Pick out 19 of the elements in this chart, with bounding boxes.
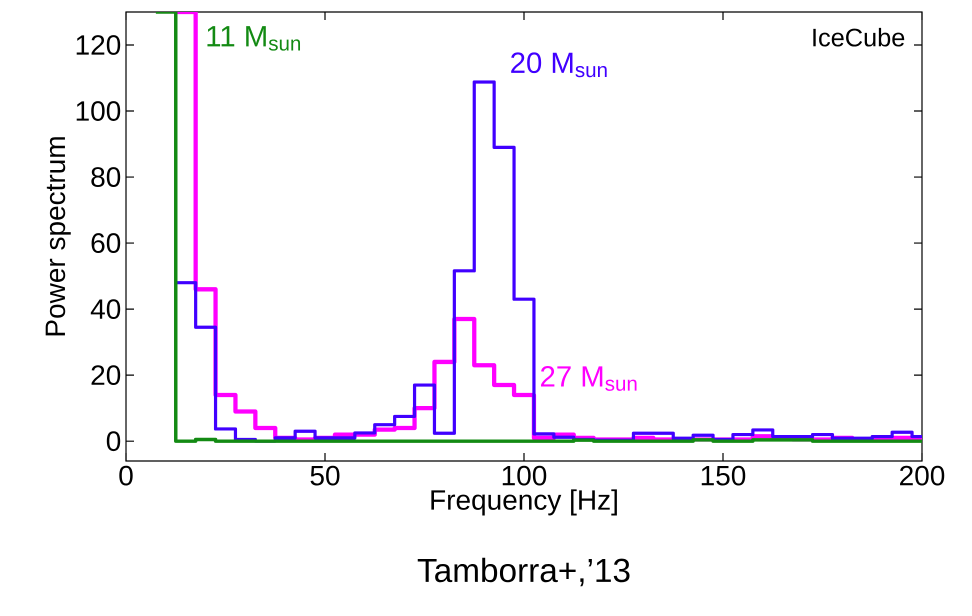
x-tick-label: 0 — [119, 466, 133, 486]
x-axis-title: Frequency [Hz] — [431, 489, 617, 516]
y-tick-label: 0 — [106, 431, 120, 452]
y-tick-label: 60 — [92, 233, 120, 253]
x-tick-label: 150 — [702, 466, 746, 486]
annotation: IceCube — [813, 28, 904, 47]
series-label: 27 M$_{sun}$ — [541, 366, 637, 391]
y-tick-label: 80 — [91, 167, 120, 187]
y-axis-title: Power spectrum — [46, 137, 71, 336]
series-label: 11 M$_{sun}$ — [207, 26, 300, 51]
y-tick-label: 20 — [92, 365, 120, 386]
x-tick-label: 100 — [502, 466, 546, 486]
y-tick-label: 120 — [76, 35, 120, 55]
series-label: 20 M$_{sun}$ — [511, 52, 607, 78]
y-tick-label: 40 — [90, 299, 120, 320]
text: Tamborra+,’13 — [418, 558, 630, 586]
x-tick-label: 50 — [310, 466, 340, 486]
x-tick-label: 200 — [900, 466, 944, 486]
y-tick-label: 100 — [76, 101, 120, 121]
